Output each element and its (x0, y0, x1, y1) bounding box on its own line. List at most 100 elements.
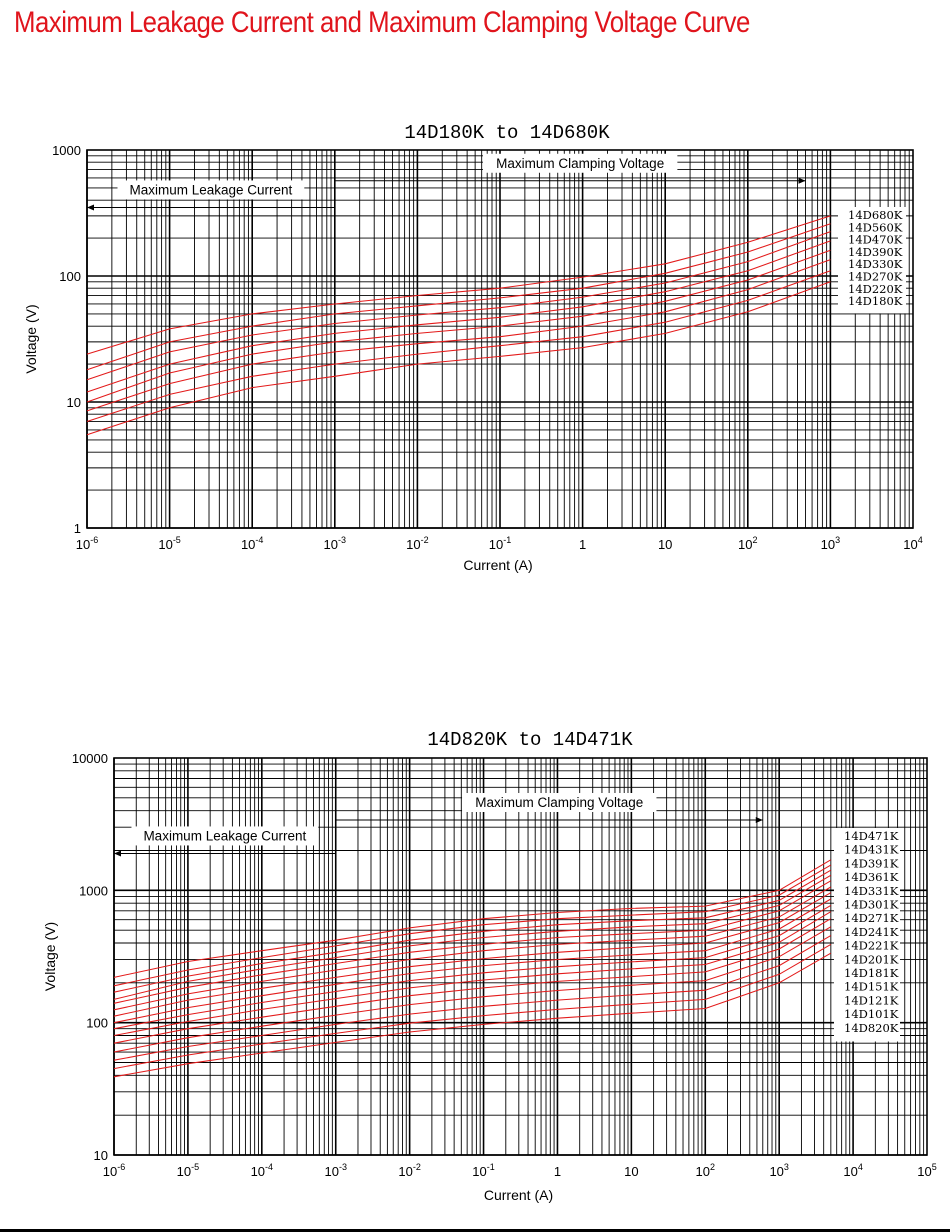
x-tick-label: 102 (696, 1162, 715, 1179)
x-tick-label: 10 (624, 1164, 638, 1179)
series-group (86, 215, 831, 436)
series-line (113, 952, 832, 1078)
x-tick-label: 10-3 (324, 535, 346, 552)
annotation-arrowhead (87, 204, 94, 211)
legend-entry: 14D121K (844, 993, 899, 1007)
series-group (113, 859, 832, 1078)
annotation-label-bg (131, 826, 319, 846)
x-tick-label: 10-6 (76, 535, 98, 552)
x-tick-label: 103 (769, 1162, 788, 1179)
annotation-label: Maximum Clamping Voltage (496, 156, 664, 171)
x-tick-label: 10-1 (489, 535, 511, 552)
x-tick-label: 1 (554, 1164, 561, 1179)
y-tick-label: 100 (59, 269, 81, 284)
x-tick-label: 10-2 (406, 535, 428, 552)
series-line (86, 215, 831, 355)
x-axis-label: Current (A) (463, 557, 532, 573)
series-line (113, 926, 832, 1053)
legend-entry: 14D390K (848, 245, 903, 259)
annotation-label: Maximum Clamping Voltage (475, 795, 643, 810)
legend-entry: 14D391K (844, 856, 899, 870)
legend-entry: 14D820K (844, 1021, 899, 1035)
legend-entry: 14D680K (848, 208, 903, 222)
legend-entry: 14D181K (844, 966, 899, 980)
legend-entry: 14D271K (844, 911, 899, 925)
legend-entry: 14D270K (848, 270, 903, 284)
legend-entry: 14D201K (844, 952, 899, 966)
x-tick-label: 102 (738, 535, 757, 552)
legend-entry: 14D471K (844, 829, 899, 843)
annotation-label-bg (117, 180, 305, 200)
x-tick-label: 104 (843, 1162, 862, 1179)
series-line (113, 918, 832, 1044)
series-line (86, 249, 831, 403)
series-line (113, 869, 832, 993)
legend: 14D471K14D431K14D391K14D361K14D331K14D30… (834, 828, 900, 1042)
series-line (113, 874, 832, 1000)
x-tick-label: 10-4 (251, 1162, 273, 1179)
legend-entry: 14D241K (844, 925, 899, 939)
chart-top: Maximum Leakage Current Maximum Clamping … (23, 122, 923, 573)
chart-title: 14D180K to 14D680K (404, 122, 610, 144)
series-line (86, 240, 831, 393)
x-tick-label: 10-5 (177, 1162, 199, 1179)
x-tick-label: 10-2 (398, 1162, 420, 1179)
x-tick-label: 10-1 (472, 1162, 494, 1179)
series-line (113, 904, 832, 1030)
legend-box (838, 207, 906, 314)
y-tick-label: 10000 (72, 751, 108, 766)
y-tick-label: 10 (94, 1148, 108, 1163)
annotation-label: Maximum Leakage Current (129, 182, 292, 197)
legend: 14D680K14D560K14D470K14D390K14D330K14D27… (838, 207, 906, 314)
x-tick-label: 104 (903, 535, 922, 552)
series-line (113, 864, 832, 987)
y-tick-label: 1 (74, 521, 81, 536)
annotation-arrowhead (755, 817, 763, 824)
y-tick-label: 10 (67, 395, 81, 410)
legend-entry: 14D151K (844, 980, 899, 994)
legend-entry: 14D180K (848, 294, 903, 308)
series-line (113, 935, 832, 1061)
plot-frame (86, 149, 914, 529)
x-tick-label: 103 (821, 535, 840, 552)
legend-entry: 14D361K (844, 870, 899, 884)
x-tick-label: 10-4 (241, 535, 263, 552)
series-line (113, 943, 832, 1070)
annotation-arrowhead (114, 850, 121, 857)
series-line (113, 892, 832, 1017)
x-tick-label: 10-3 (324, 1162, 346, 1179)
series-line (86, 231, 831, 381)
series-line (113, 911, 832, 1037)
grid (113, 758, 927, 1156)
page-title: Maximum Leakage Current and Maximum Clam… (14, 6, 750, 39)
series-line (113, 886, 832, 1011)
y-tick-label: 1000 (79, 883, 108, 898)
legend-entry: 14D431K (844, 843, 899, 857)
series-line (86, 259, 831, 412)
x-tick-label: 105 (917, 1162, 936, 1179)
legend-entry: 14D221K (844, 939, 899, 953)
legend-entry: 14D101K (844, 1007, 899, 1021)
legend-entry: 14D560K (848, 220, 903, 234)
legend-entry: 14D470K (848, 233, 903, 247)
annotation-arrowhead (798, 177, 806, 184)
legend-entry: 14D220K (848, 282, 903, 296)
series-line (86, 270, 831, 422)
series-line (86, 281, 831, 436)
series-line (113, 880, 832, 1004)
x-tick-label: 1 (579, 537, 586, 552)
legend-entry: 14D331K (844, 884, 899, 898)
annotation-label-bg (482, 153, 678, 173)
legend-entry: 14D330K (848, 257, 903, 271)
chart-title: 14D820K to 14D471K (427, 729, 633, 751)
plot-frame (113, 757, 928, 1156)
y-tick-label: 100 (86, 1016, 108, 1031)
x-axis-label: Current (A) (484, 1187, 553, 1203)
x-tick-label: 10-6 (103, 1162, 125, 1179)
bottom-rule (0, 1229, 950, 1232)
legend-entry: 14D301K (844, 898, 899, 912)
series-line (113, 859, 832, 978)
legend-box (834, 828, 900, 1042)
x-tick-label: 10 (658, 537, 672, 552)
